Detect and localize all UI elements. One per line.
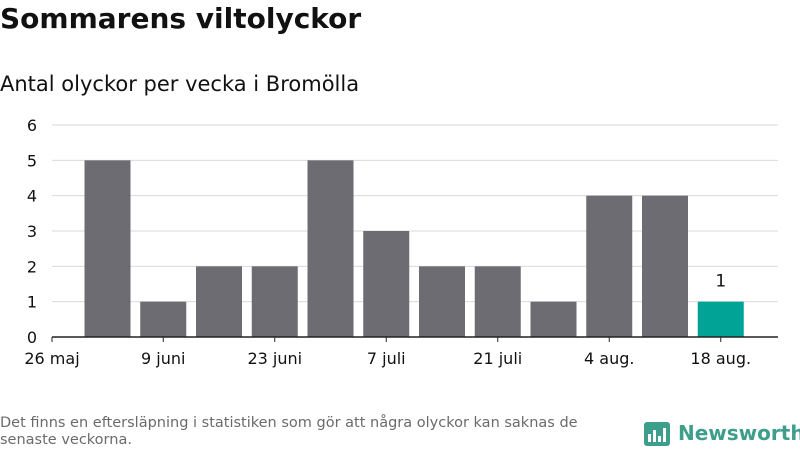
x-tick-label: 23 juni	[247, 349, 302, 368]
y-tick-label: 5	[27, 151, 37, 170]
y-tick-label: 2	[27, 257, 37, 276]
brand: Newsworthy	[644, 420, 800, 446]
bar	[307, 160, 354, 337]
x-tick-label: 18 aug.	[690, 349, 751, 368]
footnote: Det finns en eftersläpning i statistiken…	[0, 415, 578, 448]
y-tick-label: 6	[27, 116, 37, 135]
y-tick-label: 3	[27, 222, 37, 241]
data-label: 1	[715, 272, 726, 292]
bar	[251, 266, 298, 337]
bar	[530, 301, 577, 337]
chart-subtitle: Antal olyckor per vecka i Bromölla	[0, 72, 360, 96]
x-tick-label: 21 juli	[473, 349, 522, 368]
x-tick-label: 26 maj	[24, 349, 79, 368]
bar	[196, 266, 242, 337]
bar	[697, 301, 744, 337]
bar	[363, 231, 410, 337]
chart-title: Sommarens viltolyckor	[0, 2, 362, 35]
brand-name: Newsworthy	[678, 421, 800, 445]
y-tick-label: 0	[27, 328, 37, 347]
bar	[419, 266, 465, 337]
y-tick-label: 1	[27, 293, 37, 312]
x-tick-label: 7 juli	[367, 349, 406, 368]
bar	[586, 195, 633, 337]
y-tick-label: 4	[27, 187, 37, 206]
bar	[140, 301, 187, 337]
bar	[642, 195, 688, 337]
bar	[474, 266, 521, 337]
newsworthy-logo-icon	[644, 422, 670, 446]
x-tick-label: 9 juni	[141, 349, 185, 368]
x-tick-label: 4 aug.	[584, 349, 634, 368]
bar	[84, 160, 131, 337]
bar-chart: 0 1 2 3 4 5 6 1 26 maj 9 juni 23 juni 7 juli 21 juli…	[24, 116, 778, 368]
